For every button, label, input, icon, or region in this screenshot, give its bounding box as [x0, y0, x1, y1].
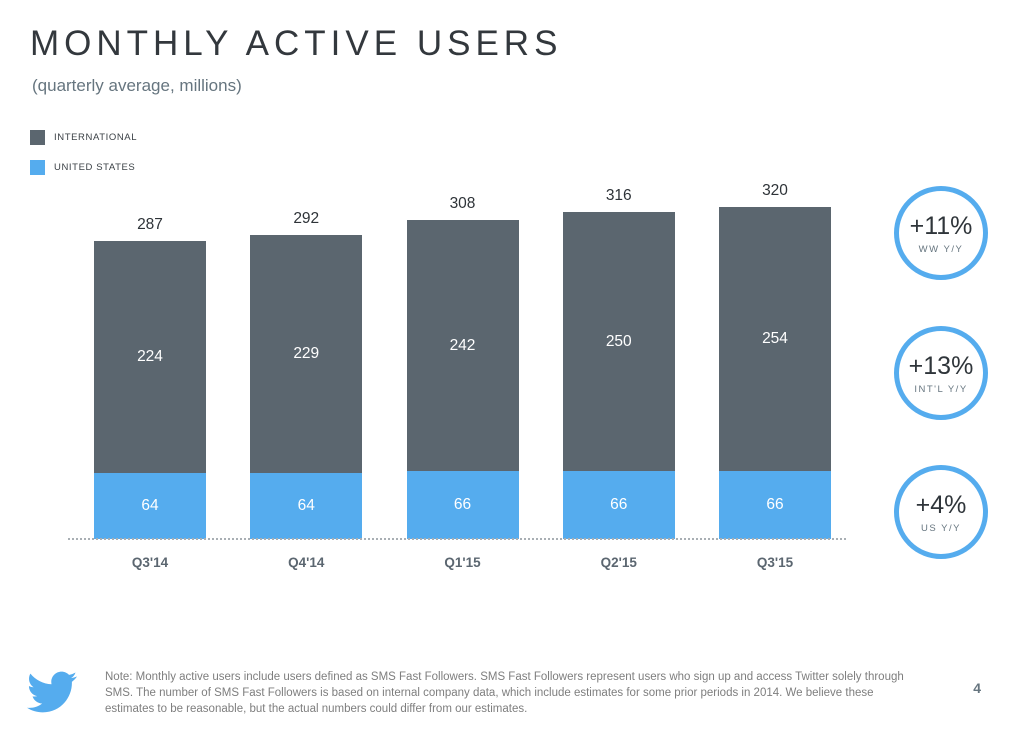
bar-segment-international: 224 [94, 241, 206, 473]
footnote: Note: Monthly active users include users… [105, 671, 904, 716]
bar-segment-us: 66 [562, 471, 675, 539]
badge-label: US Y/Y [921, 522, 961, 534]
badge-us-growth: +4% US Y/Y [894, 465, 988, 559]
twitter-bird-icon [24, 667, 80, 717]
category-label: Q2'15 [600, 555, 637, 570]
category-label: Q3'14 [131, 555, 169, 570]
bar-total-label: 320 [762, 182, 788, 199]
category-labels: Q3'14 Q4'14 Q1'15 Q2'15 Q3'15 [94, 555, 831, 570]
legend-label: INTERNATIONAL [54, 132, 138, 143]
badge-value: +11% [909, 211, 973, 240]
bar-total-label: 292 [293, 210, 320, 227]
page-number: 4 [973, 680, 981, 696]
legend-item-international: INTERNATIONAL [30, 130, 137, 145]
bar-group: 320 254 66 [719, 182, 831, 539]
badge-ww-growth: +11% WW Y/Y [894, 186, 988, 280]
legend-item-united-states: UNITED STATES [30, 160, 137, 175]
bar-total-label: 308 [449, 195, 476, 212]
bar-total-label: 287 [137, 216, 163, 233]
bars-row: 287 224 64 292 229 64 308 242 66 316 250 66 320 254 66 [94, 182, 831, 539]
badge-value: +13% [908, 351, 974, 380]
bar-group: 292 229 64 [250, 210, 363, 539]
bar-segment-us: 66 [719, 471, 831, 539]
category-label: Q4'14 [288, 555, 325, 570]
bar-group: 287 224 64 [94, 216, 206, 539]
page-title: MONTHLY ACTIVE USERS [30, 24, 563, 63]
legend-swatch [30, 160, 45, 175]
badge-label: WW Y/Y [918, 243, 964, 255]
badge-value: +4% [915, 490, 967, 519]
bar-segment-us: 66 [406, 471, 519, 539]
bar-group: 308 242 66 [406, 195, 519, 539]
chart-baseline [68, 538, 846, 540]
bar-segment-international: 242 [406, 220, 519, 471]
bar-total-label: 316 [605, 187, 632, 204]
bar-segment-us: 64 [250, 473, 363, 539]
badge-intl-growth: +13% INT'L Y/Y [894, 326, 988, 420]
badge-label: INT'L Y/Y [914, 383, 968, 395]
page-subtitle: (quarterly average, millions) [32, 76, 242, 95]
category-label: Q3'15 [756, 555, 794, 570]
legend-label: UNITED STATES [54, 162, 136, 173]
bar-segment-international: 229 [250, 235, 363, 473]
stacked-bar-chart: 287 224 64 292 229 64 308 242 66 316 250 66 320 254 66… [68, 182, 846, 570]
bar-segment-us: 64 [94, 473, 206, 539]
legend-swatch [30, 130, 45, 145]
bar-segment-international: 254 [719, 207, 831, 471]
category-label: Q1'15 [444, 555, 481, 570]
bar-group: 316 250 66 [562, 187, 675, 539]
bar-segment-international: 250 [562, 212, 675, 471]
chart-legend: INTERNATIONAL UNITED STATES [30, 130, 137, 190]
